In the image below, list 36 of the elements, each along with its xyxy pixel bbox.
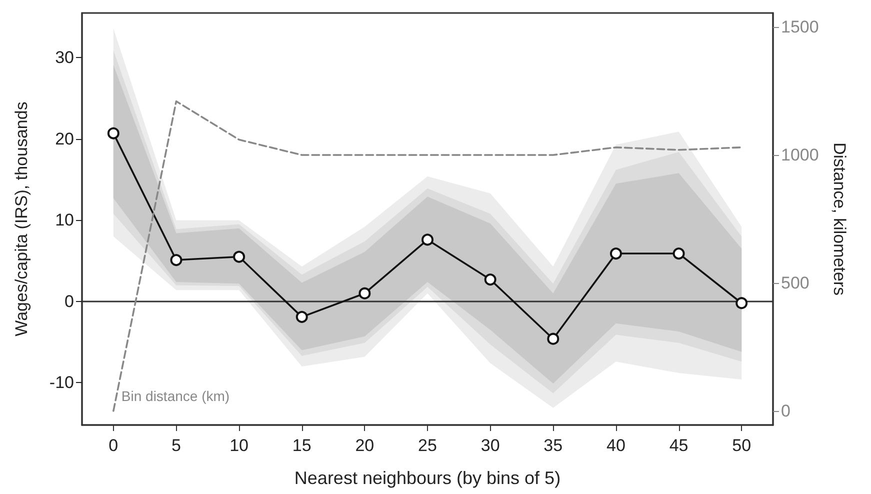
y2-tick-label: 500: [781, 273, 810, 292]
y2-axis-title: Distance, kilometers: [830, 142, 849, 296]
x-tick-label: 45: [669, 436, 688, 455]
point: [296, 310, 308, 323]
x-tick-label: 40: [606, 436, 626, 455]
x-tick-label: 10: [230, 436, 249, 455]
point: [422, 234, 434, 246]
point: [107, 127, 120, 140]
x-tick-label: 50: [732, 436, 752, 455]
line-series: [112, 100, 742, 412]
y-tick-label: 10: [55, 210, 74, 230]
x-tick-label: 30: [480, 436, 500, 455]
point: [484, 274, 496, 286]
y-tick-label: 0: [64, 292, 74, 311]
x-tick-label: 0: [108, 436, 118, 455]
point: [547, 332, 560, 345]
point: [672, 248, 685, 260]
y-axis-title: Wages/capita (IRS), thousands: [12, 102, 31, 336]
x-axis-title: Nearest neighbours (by bins of 5): [294, 468, 561, 488]
y2-tick-label: 1000: [781, 146, 819, 165]
x-tick-label: 5: [171, 436, 181, 455]
point: [170, 254, 182, 266]
point: [233, 250, 246, 263]
y-tick-label: -10: [49, 373, 74, 392]
y-tick-label: 30: [55, 48, 74, 68]
y-tick-label: 20: [55, 129, 74, 148]
x-tick-label: 15: [292, 436, 312, 455]
x-tick-label: 20: [355, 436, 374, 455]
point: [610, 248, 622, 260]
x-tick-label: 25: [418, 436, 437, 455]
point: [358, 287, 371, 300]
x-tick-label: 35: [544, 436, 563, 455]
y2-tick-label: 0: [781, 401, 790, 420]
y2-tick-label: 1500: [781, 18, 819, 37]
series-label: Bin distance (km): [121, 388, 230, 404]
point: [736, 297, 748, 310]
